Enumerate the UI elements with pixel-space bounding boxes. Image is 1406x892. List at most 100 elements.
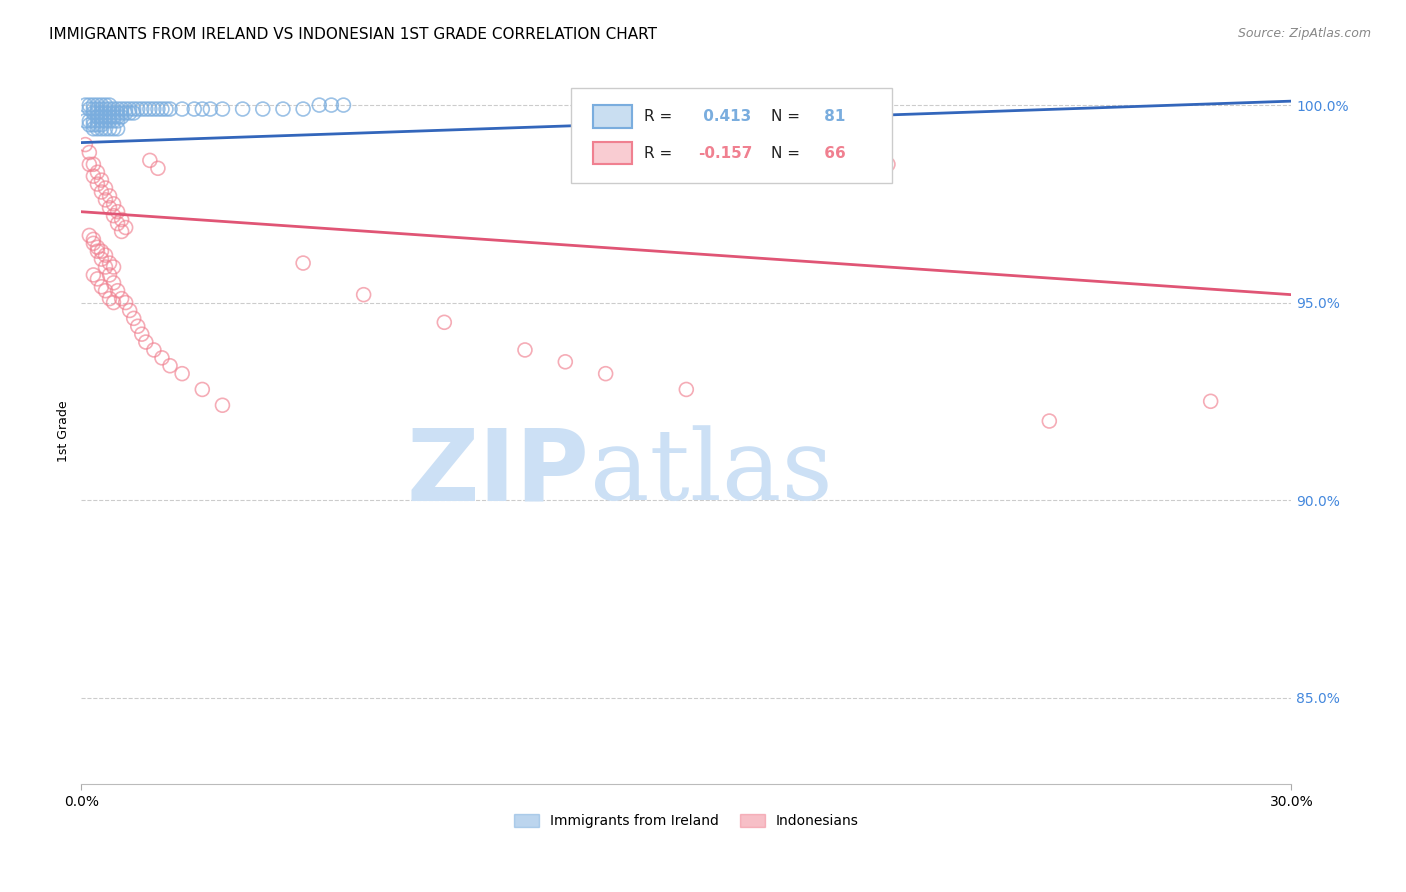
Text: IMMIGRANTS FROM IRELAND VS INDONESIAN 1ST GRADE CORRELATION CHART: IMMIGRANTS FROM IRELAND VS INDONESIAN 1S… xyxy=(49,27,657,42)
Text: -0.157: -0.157 xyxy=(699,145,752,161)
Point xyxy=(90,244,112,259)
Point xyxy=(735,137,758,152)
Point xyxy=(79,114,101,128)
Text: Source: ZipAtlas.com: Source: ZipAtlas.com xyxy=(1237,27,1371,40)
Point xyxy=(271,102,294,116)
Point xyxy=(122,106,145,120)
Legend: Immigrants from Ireland, Indonesians: Immigrants from Ireland, Indonesians xyxy=(509,809,865,834)
Point xyxy=(82,236,104,251)
Point xyxy=(142,343,165,357)
Point xyxy=(513,343,536,357)
Point xyxy=(82,268,104,282)
Point xyxy=(90,118,112,132)
Point xyxy=(94,110,117,124)
Point xyxy=(94,121,117,136)
Point xyxy=(159,102,181,116)
Point xyxy=(135,334,157,349)
Point xyxy=(82,106,104,120)
Point xyxy=(103,260,125,274)
Point xyxy=(107,110,129,124)
Point xyxy=(200,102,222,116)
Point xyxy=(114,102,136,116)
Point xyxy=(150,102,173,116)
Point xyxy=(94,248,117,262)
Point xyxy=(82,98,104,112)
Point xyxy=(94,260,117,274)
Point xyxy=(98,110,121,124)
Point xyxy=(90,98,112,112)
Point xyxy=(98,114,121,128)
Point xyxy=(86,240,108,254)
Point xyxy=(252,102,274,116)
Point xyxy=(735,98,758,112)
Point xyxy=(98,121,121,136)
FancyBboxPatch shape xyxy=(593,105,631,128)
Point xyxy=(191,102,214,116)
Point xyxy=(79,102,101,116)
Point xyxy=(292,256,315,270)
Point xyxy=(232,102,254,116)
Point xyxy=(139,102,162,116)
Point xyxy=(122,102,145,116)
Point xyxy=(131,327,153,342)
Point xyxy=(90,173,112,187)
Point xyxy=(79,118,101,132)
Point xyxy=(172,367,194,381)
Point xyxy=(142,102,165,116)
FancyBboxPatch shape xyxy=(593,142,631,164)
Point xyxy=(107,121,129,136)
Point xyxy=(86,244,108,259)
Point xyxy=(98,98,121,112)
Point xyxy=(94,106,117,120)
Point xyxy=(79,145,101,160)
Point xyxy=(111,102,134,116)
Point xyxy=(103,106,125,120)
Point xyxy=(103,209,125,223)
Point xyxy=(107,102,129,116)
Text: N =: N = xyxy=(770,109,800,124)
Point xyxy=(98,189,121,203)
Text: R =: R = xyxy=(644,145,672,161)
Point xyxy=(211,398,233,412)
Point xyxy=(118,102,141,116)
Point xyxy=(107,284,129,298)
Point xyxy=(90,114,112,128)
Y-axis label: 1st Grade: 1st Grade xyxy=(58,401,70,462)
Point xyxy=(75,98,97,112)
Point xyxy=(94,114,117,128)
FancyBboxPatch shape xyxy=(571,88,891,184)
Point xyxy=(353,287,375,301)
Point xyxy=(155,102,177,116)
Point xyxy=(118,303,141,318)
Point xyxy=(103,295,125,310)
Point xyxy=(150,351,173,365)
Point xyxy=(103,276,125,290)
Point xyxy=(159,359,181,373)
Point xyxy=(1038,414,1060,428)
Point xyxy=(695,98,717,112)
Point xyxy=(211,102,233,116)
Point xyxy=(86,177,108,191)
Point xyxy=(127,102,149,116)
Point xyxy=(86,102,108,116)
Point xyxy=(79,98,101,112)
Point xyxy=(82,169,104,184)
Point xyxy=(90,106,112,120)
Point xyxy=(82,118,104,132)
Point xyxy=(86,110,108,124)
Point xyxy=(107,217,129,231)
Point xyxy=(98,102,121,116)
Point xyxy=(122,311,145,326)
Point xyxy=(94,98,117,112)
Point xyxy=(90,121,112,136)
Text: ZIP: ZIP xyxy=(406,425,589,522)
Point xyxy=(98,256,121,270)
Point xyxy=(98,268,121,282)
Point xyxy=(90,279,112,293)
Text: atlas: atlas xyxy=(589,425,832,521)
Point xyxy=(94,102,117,116)
Point xyxy=(94,181,117,195)
Point xyxy=(79,157,101,171)
Point xyxy=(321,98,343,112)
Point xyxy=(90,252,112,266)
